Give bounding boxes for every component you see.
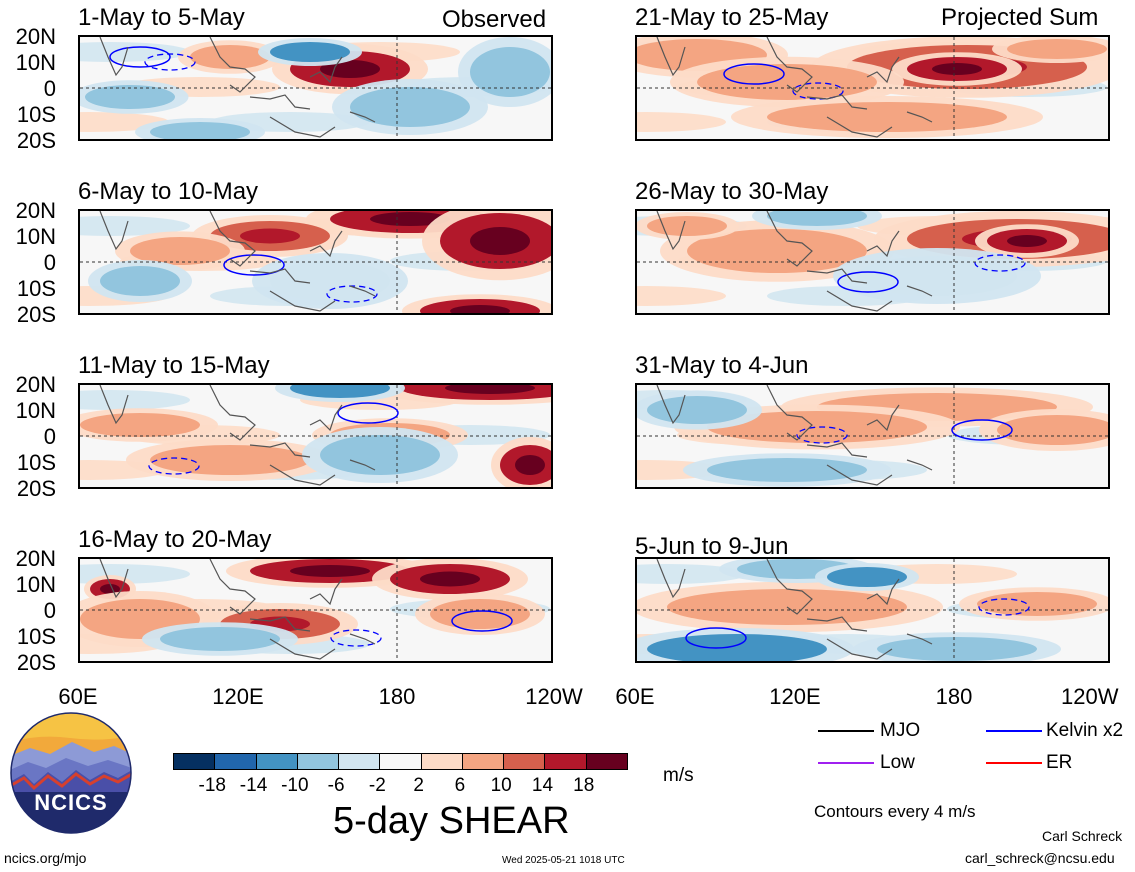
panel-title-3: 6-May to 10-May bbox=[78, 178, 259, 205]
panel-title-8: 5-Jun to 9-Jun bbox=[635, 533, 789, 560]
y-tick-label: 0 bbox=[43, 76, 56, 101]
colorbar-swatch bbox=[296, 753, 340, 770]
y-tick-label: 10N bbox=[15, 398, 56, 423]
colorbar-swatch bbox=[379, 753, 422, 770]
map-panel-1 bbox=[78, 35, 553, 141]
panel-title-4: 26-May to 30-May bbox=[635, 178, 829, 205]
y-tick-label: 20N bbox=[15, 372, 56, 397]
x-tick-label: 180 bbox=[378, 684, 416, 709]
panel-tag-observed: Observed bbox=[442, 6, 547, 33]
y-tick-label: 10S bbox=[16, 276, 56, 301]
colorbar-swatch bbox=[420, 753, 463, 770]
y-tick-label: 0 bbox=[43, 424, 56, 449]
y-tick-label: 20S bbox=[16, 128, 56, 153]
colorbar-swatch bbox=[503, 753, 546, 770]
panel-title-7: 16-May to 20-May bbox=[78, 526, 272, 553]
colorbar-unit: m/s bbox=[663, 765, 694, 786]
legend-label-mjo: MJO bbox=[880, 720, 921, 741]
contour-note: Contours every 4 m/s bbox=[814, 802, 976, 821]
y-tick-label: 10S bbox=[16, 450, 56, 475]
ncics-logo: NCICS bbox=[10, 712, 132, 834]
colorbar-ticks: -18 -14 -10 -6 -2 2 6 10 14 18 bbox=[0, 776, 595, 795]
panel-title-2: 21-May to 25-May bbox=[635, 4, 829, 31]
colorbar-tick-label: 10 bbox=[490, 775, 512, 796]
colorbar-tick-label: -18 bbox=[198, 775, 226, 796]
panel-title-5: 11-May to 15-May bbox=[78, 352, 270, 379]
colorbar-tick-label: -10 bbox=[281, 775, 309, 796]
logo-text: NCICS bbox=[34, 790, 108, 815]
y-tick-label: 10S bbox=[16, 624, 56, 649]
colorbar-tick-label: 6 bbox=[454, 775, 466, 796]
colorbar bbox=[173, 753, 628, 772]
footer-url[interactable]: ncics.org/mjo bbox=[4, 850, 87, 866]
colorbar-tick-label: -14 bbox=[239, 775, 268, 796]
map-panel-3 bbox=[78, 209, 553, 315]
footer-author: Carl Schreck bbox=[1042, 828, 1123, 844]
y-tick-label: 20S bbox=[16, 302, 56, 327]
y-tick-label: 10N bbox=[15, 224, 56, 249]
map-panel-4 bbox=[635, 209, 1110, 315]
colorbar-tick-label: -2 bbox=[368, 775, 386, 796]
colorbar-swatch bbox=[255, 753, 298, 770]
legend-line-er bbox=[986, 762, 1042, 764]
legend-label-low: Low bbox=[880, 752, 915, 773]
y-tick-label: 20S bbox=[16, 650, 56, 675]
footer-email[interactable]: carl_schreck@ncsu.edu bbox=[965, 850, 1115, 866]
legend-line-low bbox=[818, 762, 874, 764]
panel-title-1: 1-May to 5-May bbox=[78, 4, 245, 31]
y-tick-label: 10S bbox=[16, 102, 56, 127]
x-tick-label: 120W bbox=[525, 684, 583, 709]
y-tick-label: 20N bbox=[15, 24, 56, 49]
legend: MJO Kelvin x2 Low ER bbox=[810, 720, 1130, 790]
map-panel-5 bbox=[78, 383, 553, 489]
panel-title-6: 31-May to 4-Jun bbox=[635, 352, 809, 379]
x-tick-label: 60E bbox=[615, 684, 655, 709]
legend-label-er: ER bbox=[1046, 752, 1073, 773]
y-tick-label: 20S bbox=[16, 476, 56, 501]
y-tick-label: 20N bbox=[15, 546, 56, 571]
x-tick-label: 60E bbox=[58, 684, 98, 709]
colorbar-swatch bbox=[461, 753, 505, 770]
colorbar-tick-label: 18 bbox=[573, 775, 595, 796]
x-tick-label: 180 bbox=[935, 684, 973, 709]
footer-timestamp: Wed 2025-05-21 1018 UTC bbox=[502, 855, 625, 866]
x-tick-label: 120W bbox=[1061, 684, 1119, 709]
colorbar-tick-label: 2 bbox=[413, 775, 424, 796]
colorbar-swatch bbox=[585, 753, 628, 770]
map-panel-8 bbox=[635, 557, 1110, 663]
map-panel-7 bbox=[78, 557, 553, 663]
y-tick-label: 0 bbox=[43, 250, 56, 275]
colorbar-swatch bbox=[544, 753, 587, 770]
y-tick-label: 10N bbox=[15, 572, 56, 597]
map-panel-2 bbox=[635, 35, 1110, 141]
main-title: 5-day SHEAR bbox=[333, 800, 570, 842]
y-tick-label: 10N bbox=[15, 50, 56, 75]
colorbar-swatch bbox=[173, 753, 216, 770]
panel-tag-projected: Projected Sum bbox=[941, 4, 1099, 31]
y-tick-label: 20N bbox=[15, 198, 56, 223]
colorbar-swatch bbox=[214, 753, 257, 770]
colorbar-tick-label: -6 bbox=[327, 775, 345, 796]
colorbar-tick-label: 14 bbox=[531, 775, 554, 796]
colorbar-swatch bbox=[338, 753, 381, 770]
x-tick-label: 120E bbox=[769, 684, 821, 709]
y-tick-label: 0 bbox=[43, 598, 56, 623]
map-panel-6 bbox=[635, 383, 1110, 489]
legend-line-mjo bbox=[818, 730, 874, 732]
legend-label-kelvin: Kelvin x2 bbox=[1046, 720, 1124, 741]
legend-line-kelvin bbox=[986, 730, 1042, 732]
x-tick-label: 120E bbox=[212, 684, 264, 709]
